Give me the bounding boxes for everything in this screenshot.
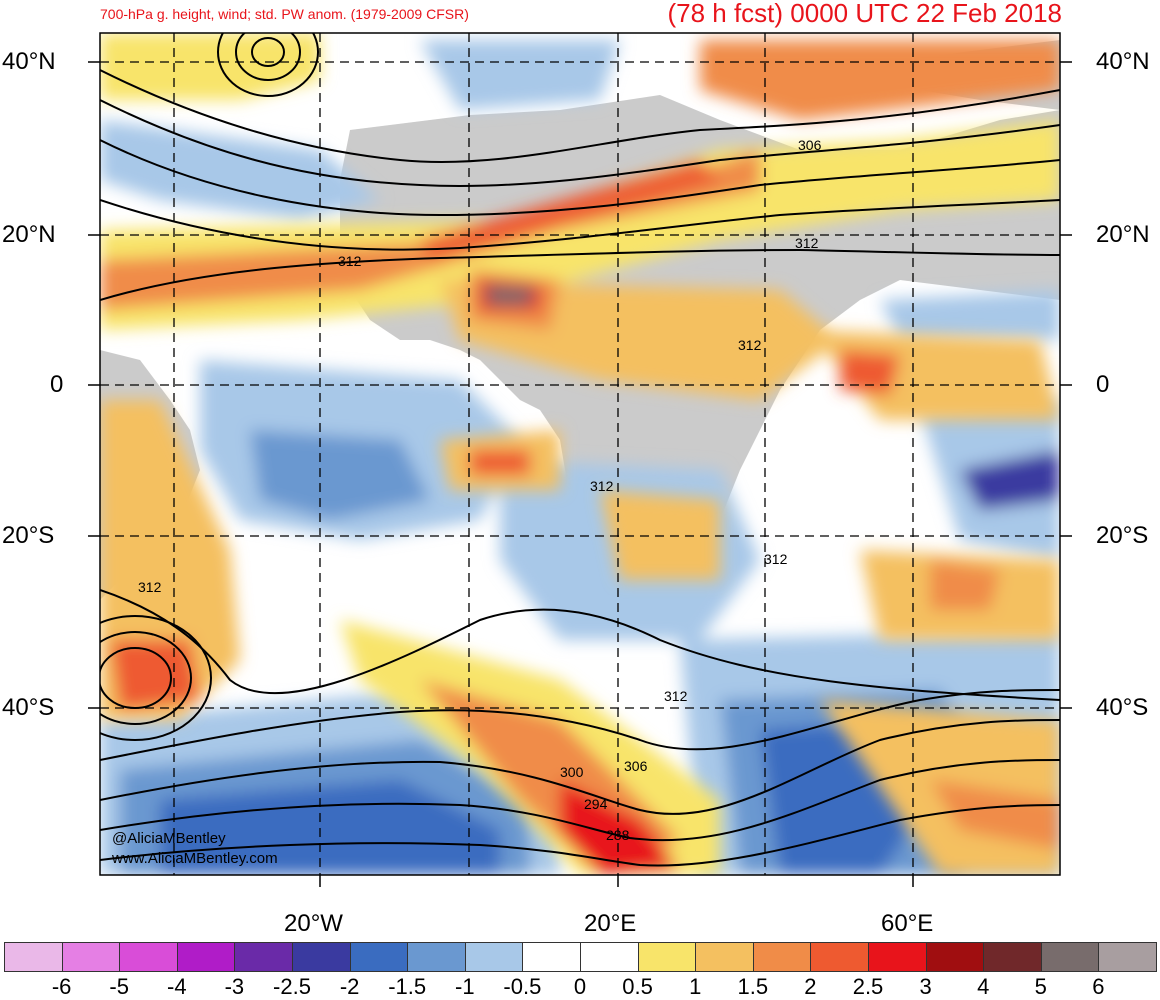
lat-label-left: 40°S — [2, 694, 55, 721]
forecast-map: 306 312 312 312 312 312 312 312 300 294 … — [88, 32, 1072, 887]
contour-label: 312 — [795, 235, 819, 251]
contour-label: 294 — [584, 796, 608, 812]
lat-label-left: 20°N — [2, 221, 56, 248]
colorbar-swatch — [580, 942, 639, 972]
colorbar-swatch — [464, 942, 524, 972]
credit-handle: @AliciaMBentley — [112, 830, 226, 847]
colorbar-swatch — [4, 942, 63, 972]
contour-label: 312 — [738, 337, 762, 353]
colorbar-swatch — [810, 942, 869, 972]
contour-label: 306 — [624, 758, 648, 774]
colorbar-label: -2 — [339, 974, 360, 999]
lon-label: 60°E — [881, 910, 934, 937]
contour-label: 312 — [590, 478, 614, 494]
colorbar-label: 6 — [1092, 974, 1105, 999]
map-border — [99, 32, 1061, 876]
colorbar-label: 1.5 — [737, 974, 769, 999]
colorbar-swatch — [637, 942, 697, 972]
colorbar-swatch — [752, 942, 812, 972]
colorbar-label: -4 — [167, 974, 187, 999]
lat-label-left: 0 — [50, 371, 64, 398]
colorbar-swatch — [1098, 942, 1157, 972]
colorbar-label: 4 — [977, 974, 990, 999]
tick-marks — [88, 61, 1072, 887]
colorbar-label: -2.5 — [273, 974, 311, 999]
lat-label-right: 40°N — [1096, 48, 1150, 75]
colorbar-label: 0 — [573, 974, 587, 999]
colorbar-swatch — [349, 942, 409, 972]
colorbar-swatch — [868, 942, 927, 972]
forecast-valid-time: (78 h fcst) 0000 UTC 22 Feb 2018 — [667, 0, 1062, 28]
colorbar-label: -6 — [51, 974, 72, 999]
contour-labels: 306 312 312 312 312 312 312 312 300 294 … — [138, 137, 822, 843]
lat-label-right: 40°S — [1096, 694, 1149, 721]
colorbar-swatch — [695, 942, 754, 972]
colorbar-label: -1 — [455, 974, 475, 999]
colorbar-label: 5 — [1034, 974, 1047, 999]
colorbar-label: -3 — [224, 974, 245, 999]
credit-site: www.AliciaMBentley.com — [112, 850, 278, 867]
colorbar-label: 3 — [919, 974, 932, 999]
colorbar-swatch — [292, 942, 351, 972]
contour-label: 312 — [138, 579, 162, 595]
lat-label-right: 20°N — [1096, 221, 1150, 248]
colorbar-swatch — [1040, 942, 1100, 972]
colorbar-label: -5 — [109, 974, 129, 999]
lat-label-right: 20°S — [1096, 522, 1149, 549]
colorbar-swatch — [234, 942, 293, 972]
colorbar-swatch — [119, 942, 178, 972]
colorbar-swatch — [176, 942, 236, 972]
contour-label: 312 — [338, 253, 362, 269]
lat-label-left: 40°N — [2, 48, 56, 75]
colorbar-label: 2 — [804, 974, 817, 999]
colorbar-swatch — [522, 942, 581, 972]
colorbar-label: -0.5 — [503, 974, 542, 999]
lat-label-right: 0 — [1096, 371, 1110, 398]
height-contours — [100, 33, 1060, 867]
contour-label: 306 — [798, 137, 822, 153]
colorbar-swatch — [407, 942, 466, 972]
colorbar-label: 2.5 — [852, 974, 884, 999]
colorbar-label: -1.5 — [388, 974, 427, 999]
colorbar-swatch — [925, 942, 985, 972]
contour-label: 288 — [606, 827, 630, 843]
graticule — [100, 33, 1060, 875]
lat-label-left: 20°S — [2, 522, 55, 549]
colorbar-swatch — [61, 942, 121, 972]
lon-label: 20°W — [284, 910, 343, 937]
lon-label: 20°E — [584, 910, 637, 937]
colorbar-label: 0.5 — [622, 974, 653, 999]
map-title: 700-hPa g. height, wind; std. PW anom. (… — [100, 6, 469, 22]
contour-label: 300 — [560, 764, 584, 780]
contour-label: 312 — [664, 688, 688, 704]
colorbar-label: 1 — [689, 974, 702, 999]
positive-anomaly — [100, 33, 1060, 875]
contour-label: 312 — [764, 551, 788, 567]
colorbar-swatch — [983, 942, 1042, 972]
